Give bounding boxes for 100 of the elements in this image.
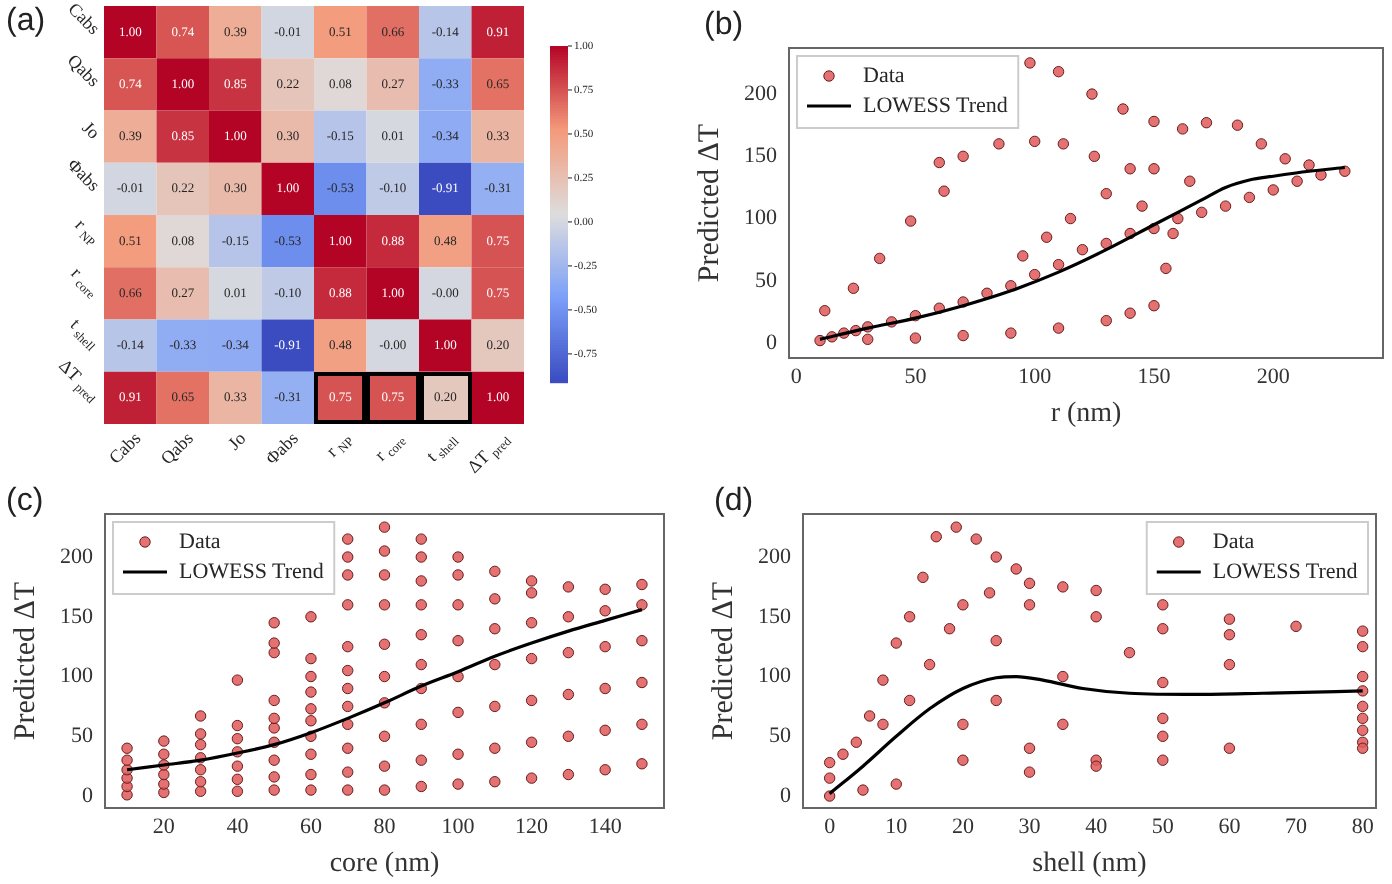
legend-label: Data [179, 529, 221, 554]
point [1023, 599, 1036, 611]
x-tick-label: 20 [951, 814, 975, 839]
y-tick-label: 0 [780, 783, 792, 808]
y-tick-label: 200 [744, 81, 778, 106]
point [1023, 577, 1036, 590]
legend-label: Data [863, 63, 905, 88]
point [957, 718, 969, 731]
point [823, 772, 836, 784]
point [970, 533, 982, 545]
y-tick-label: 100 [744, 206, 778, 231]
y-tick-label: 100 [60, 664, 94, 689]
point [1356, 724, 1369, 737]
point [1057, 670, 1069, 683]
x-tick-label: 60 [299, 814, 323, 839]
x-tick-label: 70 [1285, 814, 1309, 839]
point [903, 611, 916, 623]
point [923, 658, 936, 671]
point [1157, 676, 1169, 689]
text: (a) [6, 4, 46, 40]
y-tick-label: 150 [758, 604, 792, 629]
point [903, 694, 916, 707]
x-axis-title: r (nm) [1050, 398, 1123, 429]
x-tick-label: 50 [904, 364, 928, 389]
x-tick-label: 100 [441, 814, 476, 839]
x-tick-label: Cabs [104, 427, 146, 468]
point [1157, 599, 1169, 611]
text: (c) [6, 484, 44, 520]
point [930, 531, 942, 543]
x-tick-label: 50 [1151, 814, 1175, 839]
y-axis-title: Predicted ΔT [9, 581, 42, 741]
x-tick-label: 150 [1137, 364, 1172, 389]
x-tick-label: 80 [1351, 814, 1375, 839]
point [1356, 700, 1369, 713]
y-tick-label: 50 [755, 268, 778, 293]
x-tick-label: 80 [373, 814, 397, 839]
x-tick-label: 120 [515, 814, 550, 839]
point [890, 637, 902, 649]
x-axis-title: shell (nm) [1032, 848, 1148, 879]
point [1157, 712, 1169, 725]
point [857, 784, 869, 796]
legend-label: LOWESS Trend [179, 559, 325, 584]
point [917, 571, 929, 584]
point [1090, 584, 1102, 597]
point [990, 551, 1002, 563]
point [1223, 629, 1236, 641]
y-tick-label: Cabs [64, 0, 105, 39]
point [823, 790, 836, 802]
point [1356, 742, 1369, 754]
x-tick-label: 30 [1018, 814, 1042, 839]
point [990, 694, 1002, 707]
point [1057, 718, 1069, 731]
point [1223, 742, 1236, 754]
y-tick-label: 150 [60, 604, 94, 629]
point [850, 736, 862, 748]
point [823, 756, 836, 769]
legend-label: Data [1212, 529, 1255, 554]
x-tick-label: 140 [588, 814, 623, 839]
x-tick-label: 0 [824, 814, 837, 839]
point [983, 587, 996, 599]
point [1356, 712, 1369, 725]
point [877, 674, 889, 686]
x-tick-label: Jo [223, 427, 251, 454]
text: (b) [704, 8, 744, 44]
point [1157, 730, 1169, 742]
y-tick-label: 50 [71, 724, 94, 749]
point [837, 748, 849, 760]
point [1023, 742, 1036, 754]
point [1223, 658, 1236, 671]
y-axis-title: Predicted ΔT [693, 123, 726, 283]
point [1356, 640, 1369, 653]
point [957, 754, 969, 766]
x-tick-label: 60 [1218, 814, 1242, 839]
y-tick-label: 200 [758, 544, 792, 569]
x-tick-label: 100 [1018, 364, 1053, 389]
x-tick-label: 10 [885, 814, 909, 839]
point [1356, 625, 1369, 637]
point [950, 521, 962, 533]
point [1090, 611, 1102, 623]
x-tick-label: Φabs [261, 427, 303, 469]
point [1023, 766, 1036, 778]
x-tick-label: 40 [1085, 814, 1109, 839]
point [1090, 760, 1102, 772]
point [1010, 563, 1022, 575]
y-tick-label: 0 [82, 783, 94, 808]
y-tick-label: 150 [744, 144, 778, 169]
legend-label: LOWESS Trend [863, 93, 1009, 118]
text: (d) [714, 484, 754, 520]
point [990, 634, 1002, 647]
y-tick-label: 0 [766, 330, 778, 355]
point [890, 778, 902, 790]
y-tick-label: 100 [758, 664, 792, 689]
point [1057, 581, 1069, 593]
y-axis-title: Predicted ΔT [707, 581, 740, 741]
point [1157, 623, 1169, 635]
point [1123, 646, 1136, 659]
point [863, 710, 876, 722]
point [1157, 754, 1169, 766]
point [1290, 620, 1302, 633]
x-axis-title: core (nm) [329, 848, 440, 879]
